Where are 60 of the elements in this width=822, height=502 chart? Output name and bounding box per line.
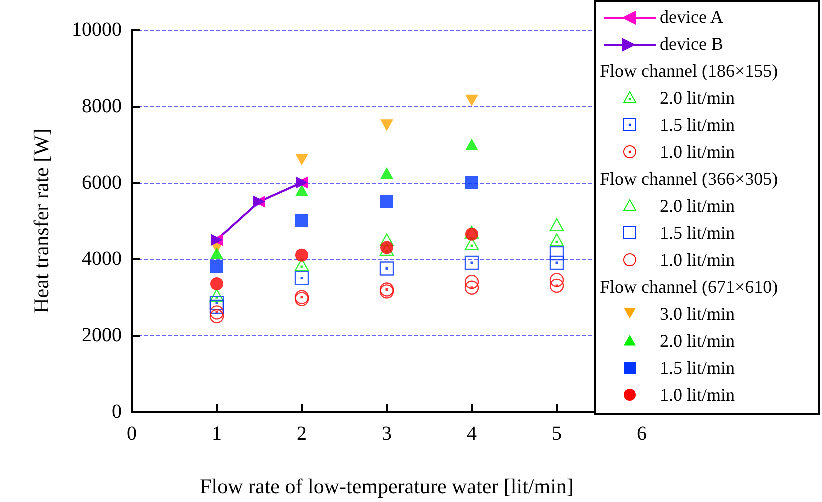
point [550, 218, 564, 232]
text: Flow channel (366×305) [600, 168, 780, 191]
x-tick-label: 0 [127, 423, 137, 445]
point [464, 280, 480, 295]
point [210, 309, 224, 324]
legend-label: 1.5 lit/min [660, 358, 736, 379]
point [380, 195, 394, 208]
y-tick-label: 8000 [82, 95, 122, 118]
text: Flow channel (186×155) [600, 60, 780, 83]
y-tick-label: 6000 [82, 172, 122, 194]
y-tick-label: 10000 [72, 19, 122, 41]
point [466, 94, 478, 107]
point [296, 184, 308, 196]
x-axis-title: Flow rate of low-temperature water [lit/min] [200, 474, 574, 498]
legend-label: 1.5 lit/min [660, 223, 736, 244]
point [550, 234, 564, 247]
point [550, 246, 564, 261]
y-axis-title: Heat transfer rate [W] [30, 128, 54, 314]
y-tick-label: 0 [112, 401, 122, 423]
text: Flow channel (671×610) [600, 276, 780, 299]
legend-label: device B [660, 34, 724, 55]
point [550, 256, 564, 270]
legend-label: 2.0 lit/min [660, 196, 736, 217]
point [464, 275, 480, 290]
point [380, 167, 394, 180]
legend-label: 1.0 lit/min [660, 385, 736, 406]
point [464, 256, 480, 270]
point [210, 278, 224, 291]
point [210, 289, 224, 302]
x-tick-label: 2 [297, 423, 307, 445]
x-tick-label: 4 [467, 423, 477, 445]
point [466, 176, 478, 190]
point [210, 296, 224, 310]
legend-label: 1.5 lit/min [660, 115, 736, 136]
point [210, 300, 224, 314]
x-tick-label: 6 [637, 423, 647, 445]
point [380, 120, 394, 132]
legend-label: 1.0 lit/min [660, 250, 736, 271]
legend-label: 3.0 lit/min [660, 304, 736, 325]
point [210, 306, 224, 320]
point [296, 214, 308, 228]
legend-label: 2.0 lit/min [660, 88, 736, 109]
point [296, 248, 308, 262]
x-tick-label: 1 [212, 423, 222, 445]
x-tick-label: 3 [382, 423, 392, 445]
point [550, 278, 564, 294]
point [380, 262, 394, 276]
legend-label: 2.0 lit/min [660, 331, 736, 352]
point [296, 154, 308, 166]
legend-label: 1.0 lit/min [660, 142, 736, 163]
point [210, 248, 224, 260]
point [550, 273, 564, 288]
legend-label: device A [660, 7, 724, 28]
x-tick-label: 5 [552, 423, 562, 445]
y-tick-label: 2000 [82, 324, 122, 347]
y-tick-label: 4000 [82, 248, 122, 270]
point [380, 234, 394, 247]
point [210, 260, 224, 274]
point [294, 271, 310, 286]
point [466, 138, 478, 150]
